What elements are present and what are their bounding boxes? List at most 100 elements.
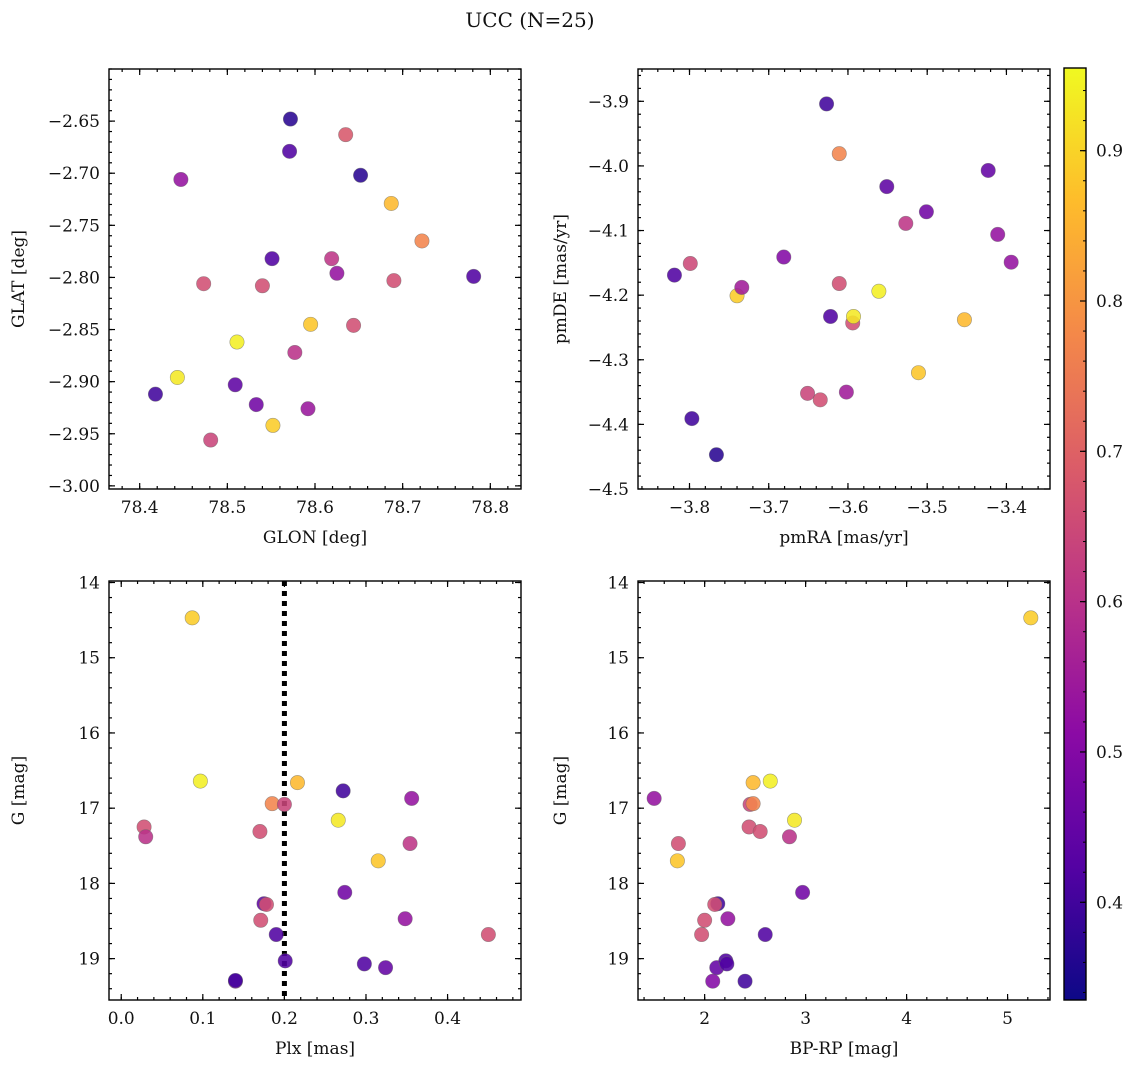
- scatter-point: [819, 96, 835, 112]
- scatter-point: [980, 162, 996, 178]
- x-tick-label: 78.6: [296, 498, 334, 518]
- scatter-point: [264, 251, 280, 267]
- scatter-point: [480, 927, 496, 943]
- y-tick-label: −4.0: [588, 157, 629, 177]
- x-tick-label: 0.1: [189, 1009, 216, 1029]
- colorbar-tick-label: 0.8: [1096, 292, 1123, 312]
- scatter-point: [404, 790, 420, 806]
- x-tick-label: 78.8: [471, 498, 509, 518]
- scatter-panel-2: −3.8 −3.7 −3.6 −3.5 −3.4 −3.9 −4.0 −4.1 −4.2 −4.3…: [551, 68, 1051, 548]
- scatter-point: [276, 796, 292, 812]
- y-tick-label: 17: [78, 799, 100, 819]
- panels: 78.4 78.5 78.6 78.7 78.8 −2.65 −2.70 −2.75 −2.80…: [9, 68, 1051, 1059]
- scatter-panel-4: 2 3 4 5 14 15 16 17 18 19 BP-RP [mag] G [mag]: [551, 574, 1051, 1059]
- scatter-point: [252, 823, 268, 839]
- y-tick-label: −4.5: [588, 480, 629, 500]
- scatter-point: [682, 255, 698, 271]
- axes-frame: [108, 68, 522, 490]
- scatter-point: [138, 829, 154, 845]
- y-tick-label: 16: [607, 724, 629, 744]
- scatter-point: [823, 308, 839, 324]
- scatter-point: [227, 377, 243, 393]
- scatter-point: [356, 956, 372, 972]
- scatter-point: [898, 215, 914, 231]
- x-tick-label: 0.3: [352, 1009, 379, 1029]
- x-tick-label: −3.7: [748, 498, 789, 518]
- y-tick-label: −4.3: [588, 351, 629, 371]
- y-axis-label: pmDE [mas/yr]: [551, 214, 571, 344]
- x-tick-label: 0.2: [271, 1009, 298, 1029]
- y-tick-label: −2.95: [48, 425, 100, 445]
- y-tick-label: 19: [78, 950, 100, 970]
- scatter-panel-3: 0.0 0.1 0.2 0.3 0.4 14 15 16 17 18 19 Plx [mas] G [m…: [9, 574, 522, 1059]
- scatter-point: [708, 447, 724, 463]
- y-tick-label: 19: [607, 950, 629, 970]
- scatter-point: [795, 884, 811, 900]
- x-axis-label: Plx [mas]: [275, 1039, 355, 1059]
- scatter-point: [397, 911, 413, 927]
- scatter-point: [282, 111, 298, 127]
- colorbar-tick-label: 0.7: [1096, 442, 1123, 462]
- scatter-point: [684, 411, 700, 427]
- y-tick-label: 16: [78, 724, 100, 744]
- scatter-point: [253, 912, 269, 928]
- scatter-point: [196, 276, 212, 292]
- scatter-point: [745, 796, 761, 812]
- y-tick-label: −4.1: [588, 222, 629, 242]
- axes-frame: [108, 580, 522, 1001]
- y-axis-label: G [mag]: [551, 756, 571, 825]
- scatter-point: [910, 365, 926, 381]
- scatter-point: [268, 927, 284, 943]
- scatter-point: [871, 283, 887, 299]
- y-axis-label: GLAT [deg]: [9, 230, 29, 328]
- scatter-point: [169, 369, 185, 385]
- scatter-point: [402, 836, 418, 852]
- scatter-point: [737, 973, 753, 989]
- scatter-point: [466, 268, 482, 284]
- scatter-point: [831, 276, 847, 292]
- scatter-point: [192, 773, 208, 789]
- x-tick-label: −3.4: [986, 498, 1027, 518]
- scatter-point: [287, 344, 303, 360]
- scatter-point: [666, 267, 682, 283]
- x-tick-label: 2: [699, 1009, 710, 1029]
- scatter-point: [734, 279, 750, 295]
- x-tick-label: 3: [800, 1009, 811, 1029]
- scatter-point: [1023, 610, 1039, 626]
- scatter-point: [838, 384, 854, 400]
- scatter-point: [203, 432, 219, 448]
- x-axis-label: GLON [deg]: [263, 528, 367, 548]
- scatter-point: [918, 204, 934, 220]
- scatter-point: [353, 167, 369, 183]
- y-tick-label: −2.90: [48, 373, 100, 393]
- axes-frame: [637, 580, 1051, 1001]
- scatter-point: [846, 308, 862, 324]
- axes-frame: [637, 68, 1051, 490]
- y-tick-label: −3.00: [48, 477, 100, 497]
- scatter-point: [147, 386, 163, 402]
- y-tick-label: 14: [607, 574, 629, 594]
- scatter-point: [757, 927, 773, 943]
- y-tick-label: 15: [607, 649, 629, 669]
- colorbar-tick-label: 0.5: [1096, 743, 1123, 763]
- scatter-point: [346, 317, 362, 333]
- scatter-point: [670, 836, 686, 852]
- y-tick-label: 18: [78, 874, 100, 894]
- scatter-point: [762, 773, 778, 789]
- scatter-point: [229, 334, 245, 350]
- scatter-point: [383, 195, 399, 211]
- scatter-point: [254, 278, 270, 294]
- scatter-point: [812, 392, 828, 408]
- y-tick-label: −2.85: [48, 321, 100, 341]
- scatter-point: [694, 927, 710, 943]
- colorbar-tick-label: 0.4: [1096, 893, 1123, 913]
- x-tick-label: 78.7: [384, 498, 422, 518]
- scatter-point: [184, 610, 200, 626]
- scatter-point: [697, 912, 713, 928]
- colorbar-tick-label: 0.6: [1096, 593, 1123, 613]
- scatter-point: [338, 127, 354, 143]
- scatter-point: [707, 896, 723, 912]
- y-tick-label: −4.4: [588, 415, 629, 435]
- x-tick-label: 5: [1002, 1009, 1013, 1029]
